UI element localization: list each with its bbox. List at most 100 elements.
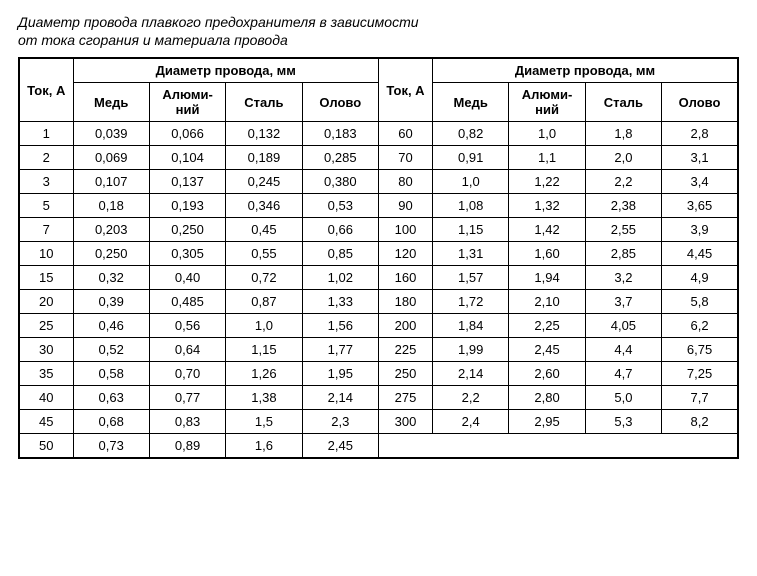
col-diameter-right: Диаметр провода, мм [433, 58, 739, 83]
table-row: 500,730,891,62,45 [19, 434, 738, 459]
cell: 2,45 [509, 338, 585, 362]
cell: 160 [378, 266, 432, 290]
cell: 1,0 [509, 122, 585, 146]
cell: 0,91 [433, 146, 509, 170]
cell: 1,60 [509, 242, 585, 266]
cell: 50 [19, 434, 73, 459]
cell: 0,39 [73, 290, 149, 314]
cell: 4,45 [662, 242, 738, 266]
cell: 0,82 [433, 122, 509, 146]
cell: 0,069 [73, 146, 149, 170]
cell: 1,0 [433, 170, 509, 194]
cell: 2,14 [302, 386, 378, 410]
cell: 2,14 [433, 362, 509, 386]
cell: 0,73 [73, 434, 149, 459]
cell: 1,15 [433, 218, 509, 242]
cell: 1,42 [509, 218, 585, 242]
cell: 0,104 [149, 146, 225, 170]
cell: 7,7 [662, 386, 738, 410]
cell: 0,137 [149, 170, 225, 194]
cell: 5,8 [662, 290, 738, 314]
table-row: 250,460,561,01,562001,842,254,056,2 [19, 314, 738, 338]
cell: 100 [378, 218, 432, 242]
cell: 1,84 [433, 314, 509, 338]
cell: 4,7 [585, 362, 661, 386]
cell: 2,55 [585, 218, 661, 242]
cell: 3,4 [662, 170, 738, 194]
empty-cell [378, 434, 738, 459]
cell: 0,346 [226, 194, 302, 218]
cell: 3 [19, 170, 73, 194]
cell: 1,77 [302, 338, 378, 362]
cell: 5,0 [585, 386, 661, 410]
cell: 7 [19, 218, 73, 242]
cell: 2,3 [302, 410, 378, 434]
cell: 1,26 [226, 362, 302, 386]
cell: 0,70 [149, 362, 225, 386]
cell: 0,066 [149, 122, 225, 146]
cell: 1 [19, 122, 73, 146]
cell: 0,46 [73, 314, 149, 338]
cell: 300 [378, 410, 432, 434]
table-row: 30,1070,1370,2450,380801,01,222,23,4 [19, 170, 738, 194]
cell: 1,56 [302, 314, 378, 338]
cell: 2 [19, 146, 73, 170]
cell: 225 [378, 338, 432, 362]
cell: 1,8 [585, 122, 661, 146]
cell: 6,2 [662, 314, 738, 338]
cell: 180 [378, 290, 432, 314]
cell: 1,6 [226, 434, 302, 459]
cell: 10 [19, 242, 73, 266]
table-row: 50,180,1930,3460,53901,081,322,383,65 [19, 194, 738, 218]
cell: 1,99 [433, 338, 509, 362]
cell: 0,77 [149, 386, 225, 410]
table-row: 150,320,400,721,021601,571,943,24,9 [19, 266, 738, 290]
cell: 2,45 [302, 434, 378, 459]
col-copper-left: Медь [73, 83, 149, 122]
cell: 5 [19, 194, 73, 218]
cell: 1,02 [302, 266, 378, 290]
col-copper-right: Медь [433, 83, 509, 122]
cell: 3,1 [662, 146, 738, 170]
cell: 1,31 [433, 242, 509, 266]
cell: 0,039 [73, 122, 149, 146]
col-current-left: Ток, А [19, 58, 73, 122]
cell: 1,1 [509, 146, 585, 170]
col-tin-left: Олово [302, 83, 378, 122]
cell: 0,63 [73, 386, 149, 410]
table-row: 70,2030,2500,450,661001,151,422,553,9 [19, 218, 738, 242]
header-row-1: Ток, А Диаметр провода, мм Ток, А Диамет… [19, 58, 738, 83]
table-row: 350,580,701,261,952502,142,604,77,25 [19, 362, 738, 386]
cell: 90 [378, 194, 432, 218]
cell: 20 [19, 290, 73, 314]
table-row: 100,2500,3050,550,851201,311,602,854,45 [19, 242, 738, 266]
cell: 0,380 [302, 170, 378, 194]
col-aluminum-left: Алюми- ний [149, 83, 225, 122]
cell: 0,183 [302, 122, 378, 146]
cell: 3,9 [662, 218, 738, 242]
cell: 4,4 [585, 338, 661, 362]
cell: 0,40 [149, 266, 225, 290]
col-aluminum-right: Алюми- ний [509, 83, 585, 122]
cell: 0,18 [73, 194, 149, 218]
cell: 0,203 [73, 218, 149, 242]
cell: 4,05 [585, 314, 661, 338]
cell: 40 [19, 386, 73, 410]
cell: 0,56 [149, 314, 225, 338]
table-row: 20,0690,1040,1890,285700,911,12,03,1 [19, 146, 738, 170]
cell: 35 [19, 362, 73, 386]
cell: 3,7 [585, 290, 661, 314]
cell: 0,132 [226, 122, 302, 146]
table-title: Диаметр провода плавкого предохранителя … [18, 14, 739, 49]
cell: 1,22 [509, 170, 585, 194]
cell: 0,52 [73, 338, 149, 362]
cell: 6,75 [662, 338, 738, 362]
cell: 0,55 [226, 242, 302, 266]
cell: 200 [378, 314, 432, 338]
table-body: 10,0390,0660,1320,183600,821,01,82,820,0… [19, 122, 738, 459]
cell: 7,25 [662, 362, 738, 386]
cell: 0,64 [149, 338, 225, 362]
cell: 1,72 [433, 290, 509, 314]
cell: 0,53 [302, 194, 378, 218]
cell: 2,10 [509, 290, 585, 314]
